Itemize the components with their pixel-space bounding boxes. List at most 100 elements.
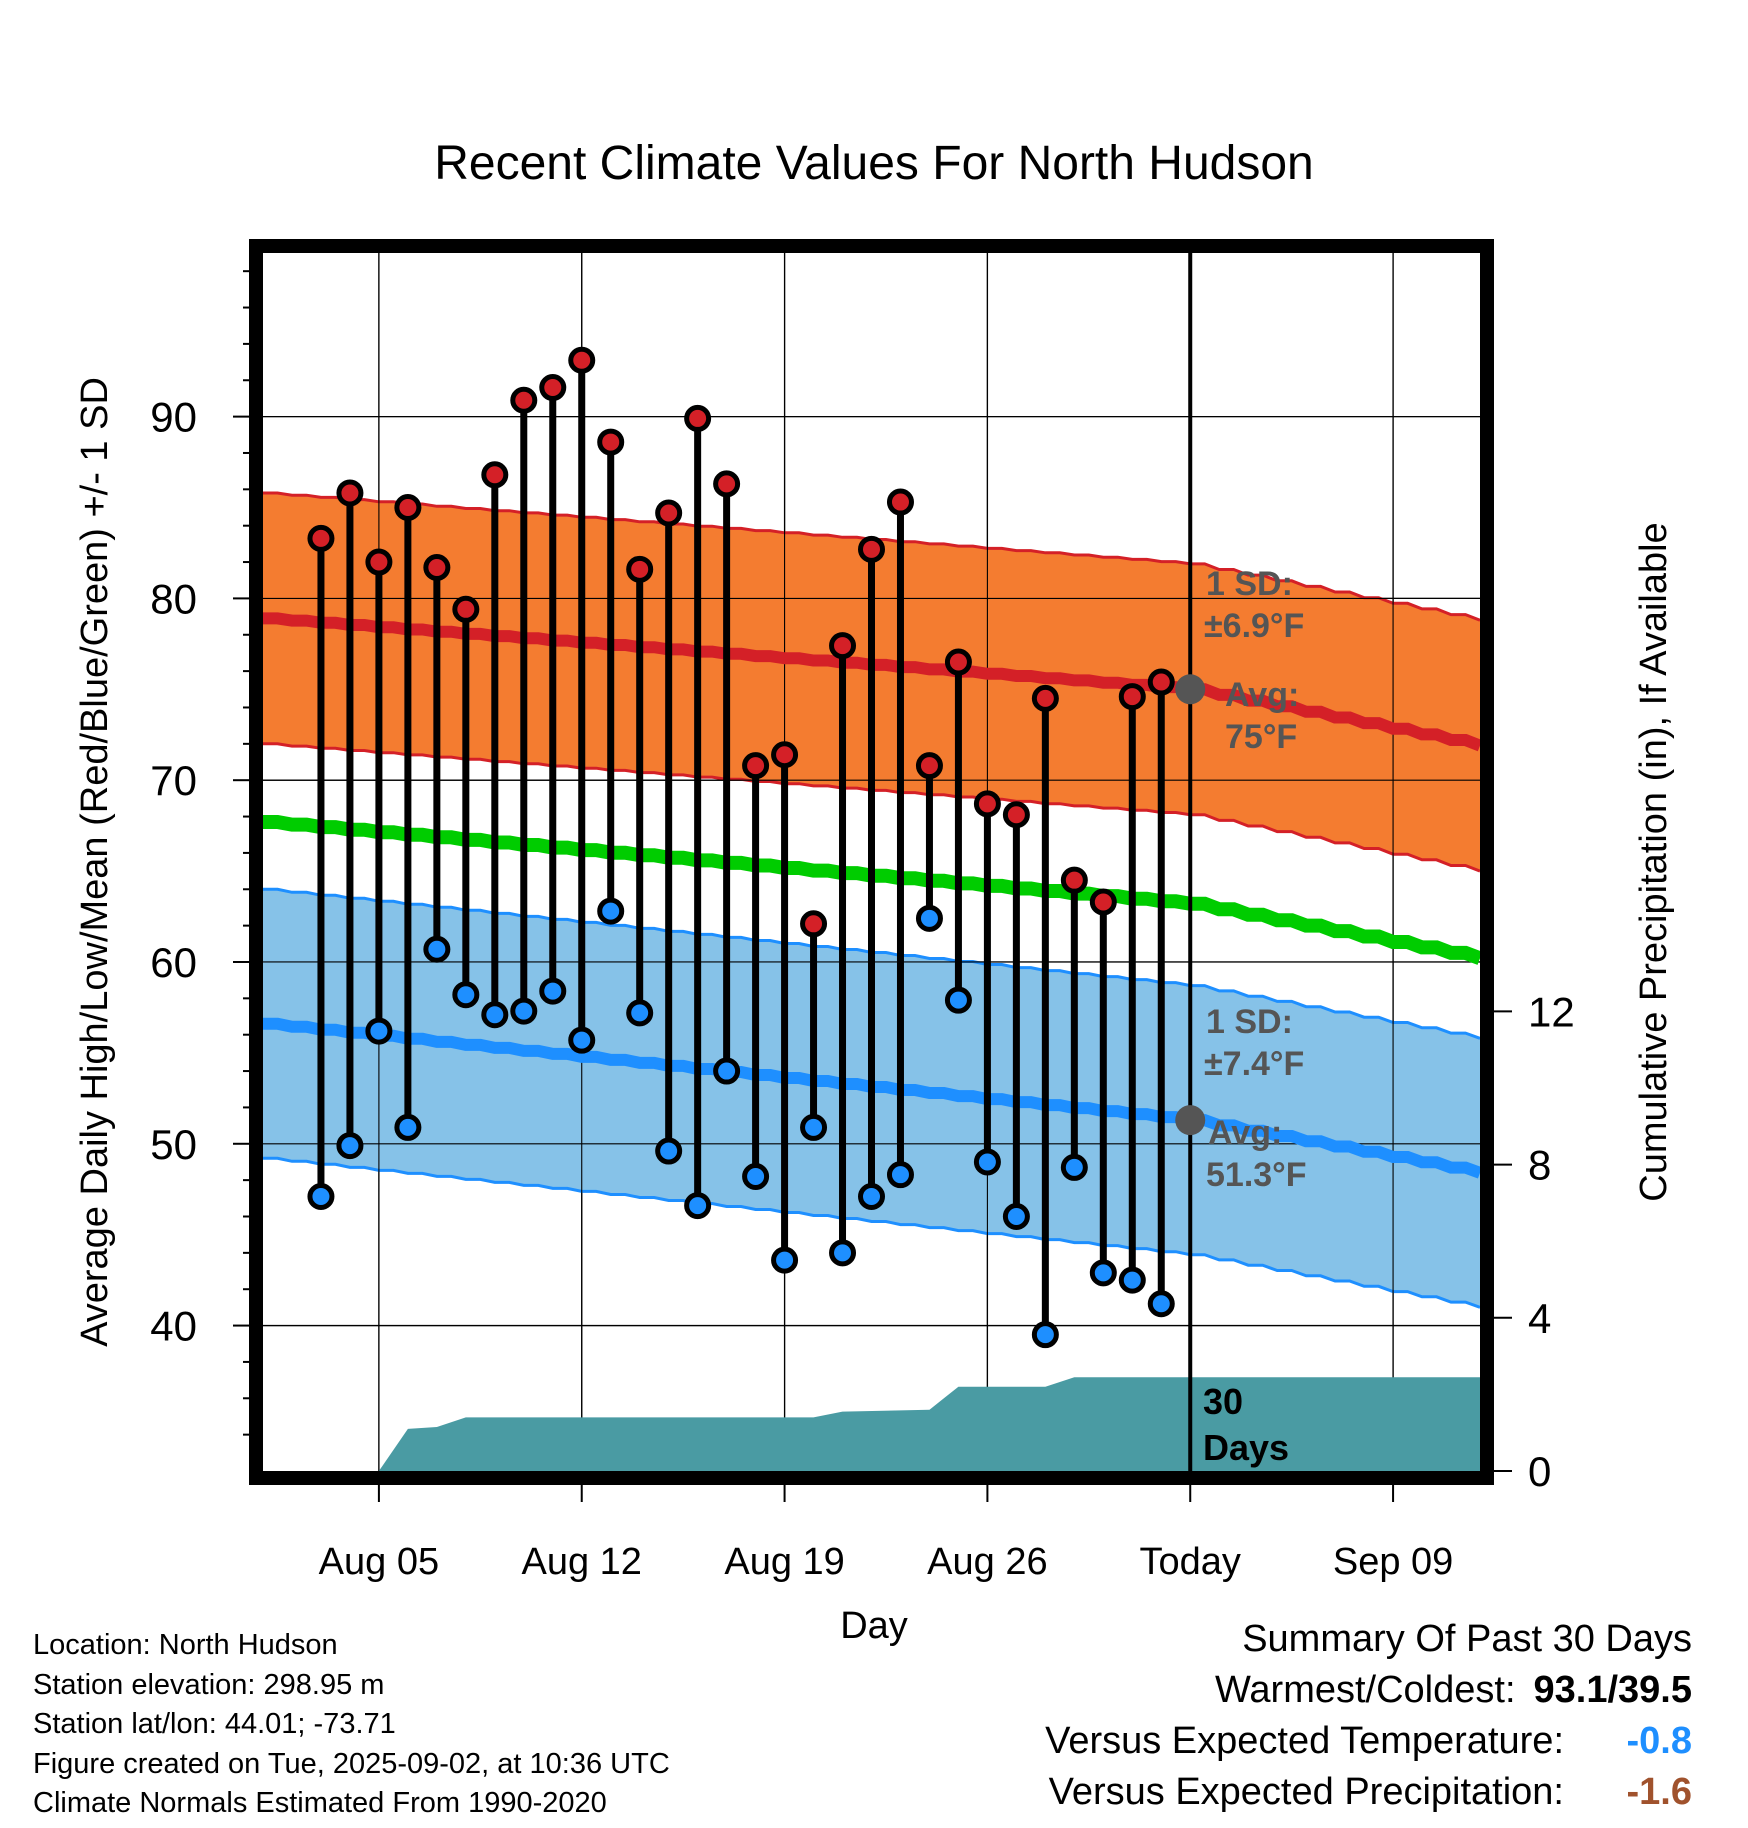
daily-low-point: [423, 935, 451, 963]
summary-precip: Versus Expected Precipitation: -1.6: [1045, 1767, 1692, 1818]
daily-low-point: [771, 1246, 799, 1274]
warm-cold-value: 93.1/39.5: [1533, 1669, 1692, 1711]
daily-low-point: [886, 1161, 914, 1189]
daily-high-point: [1060, 866, 1088, 894]
daily-high-point: [944, 648, 972, 676]
plot-area: [263, 253, 1480, 1471]
daily-low-point: [713, 1057, 741, 1085]
x-axis-label: Day: [840, 1605, 908, 1647]
daily-high-point: [655, 499, 683, 527]
y2-tick-label: 12: [1528, 988, 1575, 1035]
daily-high-point: [742, 752, 770, 780]
daily-low-point: [307, 1182, 335, 1210]
daily-low-point: [365, 1017, 393, 1045]
x-tick-label: Aug 05: [319, 1541, 439, 1583]
plot-border: [249, 239, 1494, 1485]
daily-high-point: [886, 488, 914, 516]
daily-high-point: [800, 910, 828, 938]
chart-title: Recent Climate Values For North Hudson: [434, 137, 1314, 190]
summary-panel: Summary Of Past 30 Days Warmest/Coldest:…: [1045, 1614, 1692, 1818]
daily-low-point: [742, 1162, 770, 1190]
station-info: Location: North Hudson Station elevation…: [33, 1626, 670, 1824]
x-tick-label: Aug 12: [522, 1541, 642, 1583]
axes: 40 50 60 70 80 90 0 4 8 12 Aug 05 Aug 12 Aug 19 Aug 2…: [150, 270, 1575, 1583]
days-number: 30: [1203, 1381, 1243, 1422]
daily-low-point: [684, 1192, 712, 1220]
daily-high-point: [915, 752, 943, 780]
precip-value: -1.6: [1626, 1771, 1692, 1813]
daily-high-point: [973, 790, 1001, 818]
today-high-avg-marker: [1175, 674, 1206, 705]
y2-axis-label: Cumulative Precipitation (in), If Availa…: [1633, 522, 1675, 1201]
annotations: 1 SD: ±6.9°F Avg: 75°F 1 SD: ±7.4°F Avg:…: [1204, 565, 1307, 1194]
summary-warm-cold: Warmest/Coldest: 93.1/39.5: [1045, 1665, 1692, 1716]
daily-low-point: [944, 986, 972, 1014]
daily-high-point: [394, 494, 422, 522]
daily-low-point: [568, 1026, 596, 1054]
low-sd-label: 1 SD:: [1206, 1003, 1293, 1041]
daily-low-point: [597, 897, 625, 925]
daily-low-point: [1147, 1290, 1175, 1318]
daily-high-point: [858, 535, 885, 563]
daily-high-point: [307, 524, 335, 552]
elevation-text: Station elevation: 298.95 m: [33, 1668, 385, 1701]
summary-temp: Versus Expected Temperature: -0.8: [1045, 1716, 1692, 1767]
low-avg-value: 51.3°F: [1206, 1156, 1307, 1194]
daily-high-point: [568, 346, 596, 374]
location-text: Location: North Hudson: [33, 1629, 338, 1661]
daily-high-point: [423, 553, 451, 581]
daily-high-point: [481, 461, 509, 489]
y-axis-label: Average Daily High/Low/Mean (Red/Blue/Gr…: [74, 377, 116, 1347]
days-annotation: 30 Days: [1203, 1381, 1289, 1468]
daily-high-point: [829, 632, 857, 660]
y-tick-label: 80: [150, 575, 197, 622]
daily-high-point: [771, 741, 799, 769]
daily-low-point: [1060, 1153, 1088, 1181]
daily-low-point: [1002, 1202, 1030, 1230]
high-sd-value: ±6.9°F: [1204, 607, 1304, 645]
daily-high-point: [626, 555, 654, 583]
daily-high-point: [1147, 668, 1175, 696]
daily-high-point: [365, 548, 393, 576]
low-band-lower-edge: [263, 1156, 1480, 1309]
daily-high-point: [1089, 888, 1117, 916]
daily-high-point: [1002, 801, 1030, 829]
daily-low-point: [1118, 1266, 1146, 1294]
daily-high-point: [1031, 684, 1059, 712]
daily-low-point: [510, 997, 538, 1025]
daily-low-point: [626, 999, 654, 1027]
x-tick-label: Aug 26: [927, 1541, 1047, 1583]
y-tick-label: 90: [150, 394, 197, 441]
y-tick-label: 60: [150, 939, 197, 986]
y-tick-label: 50: [150, 1121, 197, 1168]
latlon-text: Station lat/lon: 44.01; -73.71: [33, 1708, 396, 1740]
daily-low-point: [1089, 1259, 1117, 1287]
plot-frame: [249, 239, 1494, 1485]
daily-high-point: [713, 470, 741, 498]
daily-high-point: [452, 595, 480, 623]
warm-cold-label: Warmest/Coldest:: [1214, 1669, 1516, 1711]
daily-low-point: [1031, 1321, 1059, 1349]
daily-high-point: [510, 386, 538, 414]
x-tick-label: Sep 09: [1333, 1541, 1453, 1583]
x-tick-label: Aug 19: [724, 1541, 844, 1583]
daily-low-point: [800, 1113, 828, 1141]
y-tick-label: 40: [150, 1303, 197, 1350]
y-tick-label: 70: [150, 757, 197, 804]
precip-area: [263, 1377, 1480, 1471]
daily-high-point: [684, 404, 712, 432]
daily-high-point: [597, 428, 625, 456]
y2-tick-label: 8: [1528, 1142, 1551, 1189]
high-avg-value: 75°F: [1225, 718, 1297, 756]
daily-low-point: [858, 1182, 885, 1210]
temp-label: Versus Expected Temperature:: [1045, 1720, 1564, 1762]
normals-text: Climate Normals Estimated From 1990-2020: [33, 1787, 607, 1819]
daily-low-point: [481, 1001, 509, 1029]
high-sd-label: 1 SD:: [1206, 565, 1293, 603]
daily-low-point: [452, 981, 480, 1009]
daily-low-point: [539, 977, 567, 1005]
daily-high-point: [1118, 683, 1146, 711]
y2-tick-label: 4: [1528, 1295, 1551, 1342]
daily-low-point: [394, 1113, 422, 1141]
